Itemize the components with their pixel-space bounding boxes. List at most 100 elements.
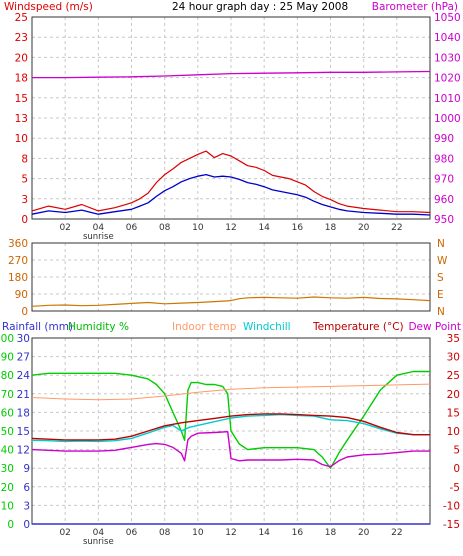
temperature-legend: Temperature (°C) (312, 321, 404, 333)
barometer-tick-label: 950 (434, 214, 454, 226)
temp-panel-x-tick-label: 20 (358, 528, 370, 538)
humidity-tick-label: 40 (1, 445, 14, 457)
humidity-tick-label: 10 (1, 500, 14, 512)
rainfall-tick-label: 6 (23, 482, 30, 494)
rainfall-tick-label: 30 (17, 333, 30, 345)
barometer-tick-label: 970 (434, 174, 454, 186)
wind-panel-x-tick-label: 14 (258, 223, 270, 233)
wind-panel-x-tick-label: 10 (192, 223, 204, 233)
direction-tick-label: 0 (21, 306, 28, 318)
barometer-tick-label: 1030 (434, 52, 461, 64)
direction-tick-label: 270 (8, 255, 28, 267)
barometer-tick-label: 990 (434, 133, 454, 145)
direction-panel-frame (31, 242, 431, 312)
rainfall-tick-label: 15 (17, 426, 30, 438)
temp-panel-x-tick-label: 06 (126, 528, 138, 538)
wind-barometer-panel: 02 04 06 08 10 12 14 16 18 20 22 sunrise 0 3 5 8 10 13 15 1… (15, 12, 461, 242)
dewpoint-legend: Dew Point (408, 321, 461, 333)
temp-panel-x-tick-label: 10 (192, 528, 204, 538)
windchill-legend: Windchill (243, 321, 291, 333)
temperature-tick-label: -5 (450, 482, 460, 494)
rainfall-tick-label: 0 (23, 519, 30, 531)
gust_avg-line (31, 173, 431, 216)
windspeed-tick-label: 10 (15, 133, 28, 145)
temperature-line (31, 413, 430, 441)
barometer-tick-label: 1020 (434, 73, 461, 85)
wind-panel-frame (31, 16, 431, 220)
compass-tick-label: E (437, 289, 444, 301)
windspeed-tick-label: 3 (21, 194, 28, 206)
windspeed-tick-label: 25 (15, 12, 28, 24)
rainfall-tick-label: 9 (23, 463, 30, 475)
windspeed-tick-label: 20 (15, 52, 28, 64)
temperature-humidity-panel: 02 04 06 08 10 12 14 16 18 20 22sunrise01020304050… (0, 333, 460, 547)
barometer-tick-label: 980 (434, 153, 454, 165)
temp-panel-x-tick-label: 22 (391, 528, 402, 538)
rainfall-tick-label: 12 (17, 445, 30, 457)
temperature-tick-label: -15 (443, 519, 460, 531)
wind-panel-x-tick-label: 18 (325, 223, 337, 233)
temperature-tick-label: 20 (447, 389, 460, 401)
graph-title: 24 hour graph day : 25 May 2008 (172, 1, 348, 13)
temp-panel-sunrise-label: sunrise (83, 537, 114, 547)
wind-panel-x-tick-label: 06 (126, 223, 138, 233)
windchill-line (31, 413, 430, 443)
rainfall-tick-label: 27 (17, 352, 30, 364)
rainfall-tick-label: 21 (17, 389, 30, 401)
rainfall-tick-label: 18 (17, 407, 30, 419)
humidity-tick-label: 70 (1, 389, 14, 401)
wind-panel-x-tick-label: 08 (159, 223, 171, 233)
wind-panel-x-tick-label: 02 (59, 223, 70, 233)
temperature-tick-label: 30 (447, 352, 460, 364)
indoor-temp-legend: Indoor temp (172, 321, 237, 333)
barometer-tick-label: 1000 (434, 113, 461, 125)
dewpoint-line (31, 431, 430, 468)
compass-tick-label: W (437, 255, 448, 267)
barometer-tick-label: 1040 (434, 32, 461, 44)
temp-panel-x-tick-label: 16 (292, 528, 304, 538)
barometer-tick-label: 960 (434, 194, 454, 206)
windspeed-tick-label: 8 (21, 153, 28, 165)
wind-panel-x-tick-label: 22 (391, 223, 402, 233)
humidity-tick-label: 100 (0, 333, 14, 345)
windspeed-tick-label: 23 (15, 32, 28, 44)
indoor-line (31, 383, 431, 401)
wind-panel-x-tick-label: 16 (292, 223, 304, 233)
compass-tick-label: N (437, 306, 445, 318)
temperature-tick-label: 10 (447, 426, 460, 438)
temperature-tick-label: 35 (447, 333, 460, 345)
windspeed-tick-label: 18 (15, 73, 28, 85)
direction-line (31, 296, 431, 307)
temp-panel-x-tick-label: 02 (59, 528, 70, 538)
barometer-tick-label: 1050 (434, 12, 461, 24)
humidity-tick-label: 20 (1, 482, 14, 494)
rainfall-tick-label: 3 (23, 500, 30, 512)
direction-tick-label: 180 (8, 272, 28, 284)
rainfall-axis-label: Rainfall (mm) (2, 321, 73, 333)
temp-panel-x-tick-label: 04 (93, 528, 105, 538)
temp-panel-x-tick-label: 18 (325, 528, 337, 538)
temperature-tick-label: 5 (453, 445, 460, 457)
barometer-axis-label: Barometer (hPa) (372, 1, 458, 13)
wind-panel-x-tick-label: 12 (225, 223, 236, 233)
barometer-tick-label: 1010 (434, 93, 461, 105)
windspeed-tick-label: 13 (15, 113, 28, 125)
compass-tick-label: N (437, 238, 445, 250)
humidity-tick-label: 0 (7, 519, 14, 531)
temperature-tick-label: -10 (443, 500, 460, 512)
humidity-tick-label: 60 (1, 407, 14, 419)
wind-panel-sunrise-label: sunrise (83, 232, 114, 242)
humidity-line (31, 370, 430, 469)
humidity-tick-label: 90 (1, 352, 14, 364)
temperature-tick-label: 0 (453, 463, 460, 475)
compass-tick-label: S (437, 272, 444, 284)
humidity-tick-label: 30 (1, 463, 14, 475)
windspeed-axis-label: Windspeed (m/s) (4, 1, 93, 13)
barometer-line (32, 70, 431, 79)
temperature-tick-label: 25 (447, 370, 460, 382)
direction-tick-label: 90 (15, 289, 28, 301)
humidity-tick-label: 50 (1, 426, 14, 438)
windspeed-tick-label: 0 (21, 214, 28, 226)
